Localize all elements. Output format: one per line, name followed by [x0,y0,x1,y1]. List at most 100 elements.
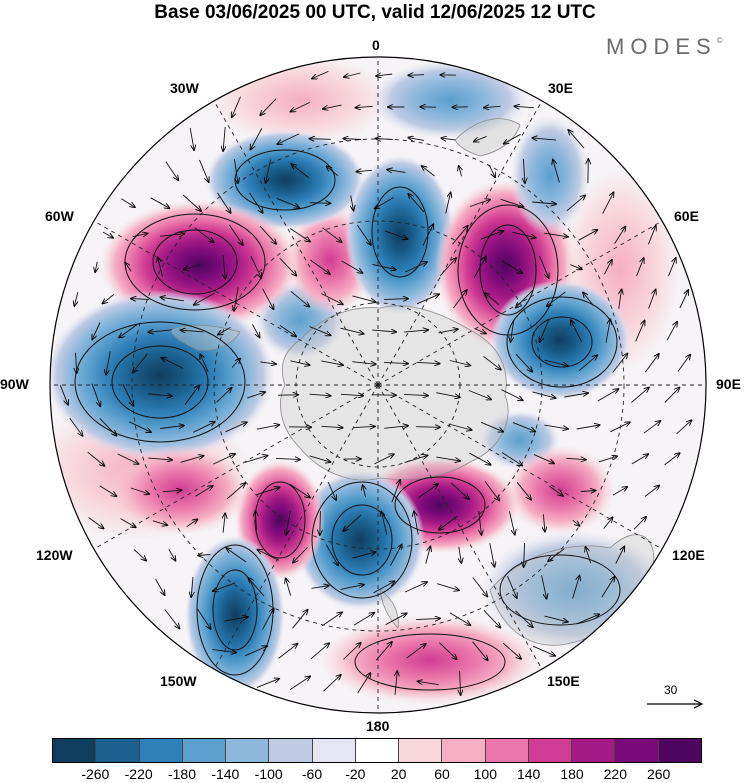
wind-arrow [373,581,395,594]
wind-arrow [321,293,342,305]
wind-arrow [289,676,310,690]
meridian-line [213,384,379,670]
wind-arrow [501,260,523,274]
wind-arrow [648,290,656,309]
wind-arrow [152,520,168,525]
colorbar-bin [269,739,313,762]
chart-title: Base 03/06/2025 00 UTC, valid 12/06/2025… [154,2,596,23]
wind-arrow [148,394,172,396]
wind-arrow [604,260,612,275]
wind-arrow [279,257,297,275]
weak-negative-area [370,60,530,140]
wind-arrow [540,319,550,342]
wind-arrow [290,360,310,365]
wind-arrow [276,197,299,207]
wind-arrow [356,170,372,171]
wind-arrow [448,423,472,430]
wind-arrow [408,75,425,76]
contour [254,481,306,559]
contour [499,554,621,626]
wind-arrow [406,644,426,659]
contour [479,224,537,316]
wind-arrow [325,544,338,566]
wind-arrow [355,106,373,107]
wind-arrow [416,362,440,363]
wind-arrow [256,679,279,688]
wind-arrow [309,203,331,204]
wind-arrow [668,258,676,277]
wind-arrow [439,515,458,530]
wind-arrow [161,358,184,369]
colorbar-tick-label: -220 [124,766,153,782]
wind-arrow [474,327,486,333]
wind-arrow [374,454,394,465]
wind-arrow [404,330,428,332]
wind-arrow [631,388,649,403]
wind-arrow [279,325,296,337]
wind-arrow [223,513,225,533]
colorbar-tick-label: 100 [473,766,498,782]
wind-arrow [381,511,388,535]
wind-arrow [191,576,193,597]
wind-arrow [225,422,247,433]
meridian-line [377,220,663,386]
wind-arrow [508,511,514,534]
wind-arrow [469,200,490,207]
wind-arrow [578,355,597,372]
wind-arrow [291,164,310,179]
wind-arrow [244,646,267,657]
colorbar-bin [399,739,443,762]
wind-arrow [106,351,111,375]
wind-arrow [260,362,276,364]
meridian-line [93,384,379,550]
wind-arrow [189,127,194,150]
wind-arrow [320,510,321,535]
wind-arrow [405,262,427,273]
wind-arrow [262,608,274,630]
wind-arrow [472,577,488,597]
wind-arrow [233,159,238,183]
wind-arrow [544,615,568,622]
wind-arrow [631,454,648,465]
wind-arrow [129,421,151,432]
wind-arrow [278,644,298,659]
wind-arrow [309,139,331,140]
wind-arrow [544,232,568,237]
negative-anomaly [510,115,590,235]
wind-arrow [213,454,235,465]
wind-arrow [483,609,501,627]
colorbar-bin [226,739,270,762]
wind-arrow [260,98,277,116]
colorbar-tick-label: -260 [81,766,110,782]
wind-arrow [340,327,364,334]
wind-arrow [387,170,406,173]
wind-arrow [286,511,291,535]
wind-arrow [131,299,150,300]
wind-arrow [312,70,329,78]
wind-arrow [474,135,487,141]
lon-label-0: 0 [372,37,380,53]
wind-arrow [523,158,525,183]
wind-arrow [472,641,488,661]
wind-arrow [408,194,425,213]
wind-arrow [485,293,500,306]
wind-arrow [469,452,491,465]
wind-arrow [327,166,338,177]
wind-arrow [453,290,466,309]
wind-arrow [539,255,549,278]
weak-positive-area [320,615,540,705]
wind-arrow [290,290,309,306]
lon-label-90e: 90E [716,376,741,392]
wind-arrow [130,487,149,494]
wind-arrow [88,517,104,529]
wind-arrow [484,106,501,107]
wind-arrow [249,192,263,213]
wind-arrow [148,330,173,332]
wind-arrow [290,101,310,111]
wind-vectors [59,70,691,695]
wind-arrow [244,456,268,463]
contour [354,633,506,691]
wind-arrow [468,390,491,400]
colorbar-tick-label: 20 [390,766,407,782]
